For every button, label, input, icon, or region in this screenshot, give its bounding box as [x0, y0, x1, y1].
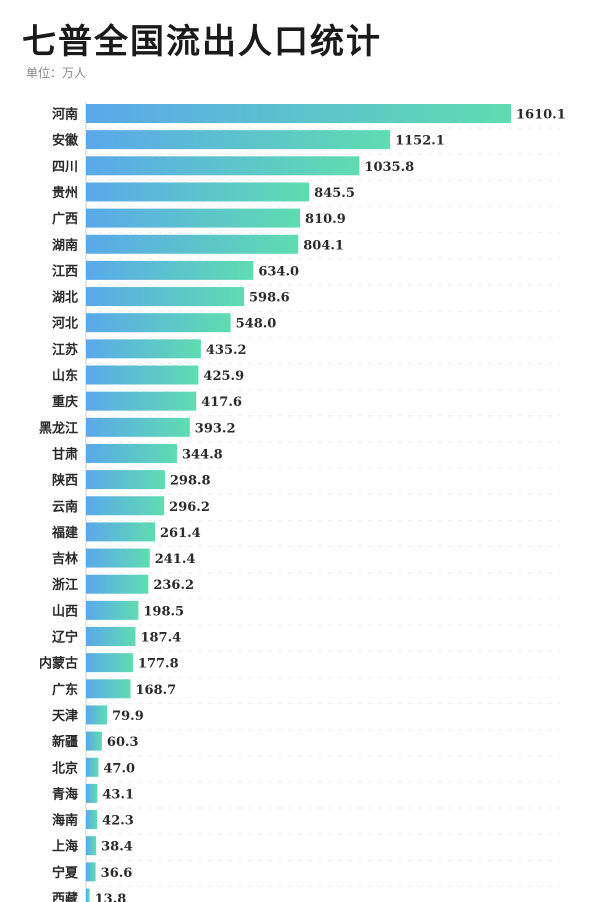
value-label: 634.0 [258, 264, 299, 279]
bar-山西 [86, 600, 139, 620]
value-label: 36.6 [101, 866, 133, 881]
category-label: 广西 [52, 211, 78, 227]
bar-云南 [86, 496, 165, 516]
category-label: 新疆 [52, 734, 78, 750]
value-label: 810.9 [305, 212, 346, 227]
category-label: 河南 [52, 107, 78, 123]
bar-湖南 [86, 234, 299, 254]
chart-subtitle: 单位：万人 [26, 66, 87, 80]
value-label: 393.2 [195, 421, 236, 436]
category-label: 青海 [52, 786, 78, 802]
category-label: 河北 [52, 316, 78, 332]
bar-吉林 [86, 548, 150, 568]
value-label: 60.3 [107, 735, 139, 750]
bar-西藏 [86, 888, 90, 902]
category-label: 湖北 [52, 291, 78, 306]
category-label: 吉林 [52, 551, 78, 567]
bar-福建 [86, 522, 155, 542]
bar-广西 [86, 208, 301, 228]
bar-北京 [86, 757, 99, 777]
bar-广东 [86, 679, 131, 699]
value-label: 236.2 [153, 578, 194, 593]
category-label: 贵州 [52, 185, 78, 201]
chart-title: 七普全国流出人口统计 [22, 22, 382, 62]
value-label: 435.2 [206, 343, 247, 358]
value-label: 47.0 [103, 761, 135, 776]
category-label: 云南 [52, 499, 78, 515]
value-label: 261.4 [160, 526, 201, 541]
category-label: 西藏 [52, 891, 78, 902]
value-label: 241.4 [155, 552, 196, 567]
category-label: 山东 [52, 368, 78, 384]
category-label: 海南 [52, 813, 78, 829]
bar-新疆 [86, 731, 102, 751]
category-label: 江苏 [52, 342, 78, 358]
category-label: 天津 [52, 708, 78, 724]
category-label: 湖南 [52, 237, 78, 253]
bars-group: 河南 1610.1 安徽 1152.1 四川 1035.8 贵州 845.5 广西 810.9 湖南… [39, 104, 566, 902]
value-label: 296.2 [169, 500, 210, 515]
bar-河南 [86, 104, 511, 123]
bar-青海 [86, 783, 98, 803]
category-label: 山西 [52, 603, 78, 619]
category-label: 浙江 [52, 577, 78, 593]
category-label: 内蒙古 [39, 656, 78, 672]
value-label: 38.4 [101, 840, 133, 855]
bar-陕西 [86, 470, 165, 490]
bar-江西 [86, 260, 254, 280]
value-label: 298.8 [170, 474, 211, 489]
value-label: 1152.1 [395, 134, 445, 149]
category-label: 甘肃 [52, 446, 78, 462]
bar-湖北 [86, 287, 245, 307]
category-label: 辽宁 [52, 630, 78, 646]
bar-上海 [86, 836, 97, 856]
bar-内蒙古 [86, 653, 133, 673]
category-label: 四川 [52, 160, 78, 175]
bar-安徽 [86, 130, 391, 150]
bar-重庆 [86, 391, 197, 411]
category-label: 重庆 [52, 394, 78, 410]
bar-四川 [86, 156, 360, 176]
value-label: 43.1 [102, 787, 134, 802]
bar-河北 [86, 313, 231, 333]
bar-海南 [86, 810, 98, 830]
bar-浙江 [86, 574, 149, 594]
category-label: 北京 [52, 760, 78, 776]
value-label: 168.7 [136, 683, 177, 698]
bar-天津 [86, 705, 108, 725]
bar-黑龙江 [86, 417, 190, 437]
value-label: 845.5 [314, 186, 355, 201]
value-label: 198.5 [143, 604, 184, 619]
category-label: 上海 [52, 839, 78, 855]
gridlines [88, 127, 560, 887]
value-label: 344.8 [182, 447, 223, 462]
value-label: 1035.8 [364, 160, 414, 175]
category-label: 安徽 [52, 133, 79, 149]
bar-辽宁 [86, 627, 136, 646]
value-label: 42.3 [102, 814, 134, 829]
bar-山东 [86, 365, 199, 385]
bar-宁夏 [86, 862, 96, 882]
value-label: 1610.1 [516, 108, 566, 123]
value-label: 598.6 [249, 291, 290, 306]
category-label: 黑龙江 [39, 420, 78, 436]
category-label: 广东 [52, 682, 78, 698]
bar-贵州 [86, 182, 310, 202]
value-label: 548.0 [236, 317, 277, 332]
value-label: 187.4 [140, 631, 181, 646]
bar-江苏 [86, 339, 201, 359]
category-label: 陕西 [52, 473, 78, 489]
category-label: 江西 [52, 263, 78, 279]
value-label: 417.6 [201, 395, 242, 410]
value-label: 13.8 [95, 892, 127, 902]
value-label: 425.9 [203, 369, 244, 384]
value-label: 177.8 [138, 657, 179, 672]
category-label: 福建 [51, 525, 78, 541]
bar-甘肃 [86, 443, 178, 463]
category-label: 宁夏 [52, 865, 79, 881]
value-label: 79.9 [112, 709, 144, 724]
value-label: 804.1 [303, 238, 344, 253]
